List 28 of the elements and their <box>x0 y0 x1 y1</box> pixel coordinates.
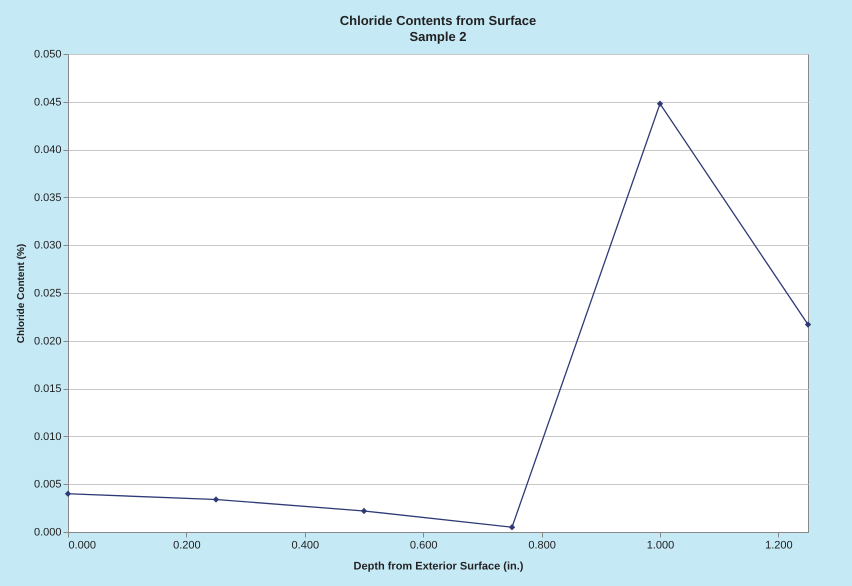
x-axis-title: Depth from Exterior Surface (in.) <box>354 560 524 572</box>
y-tick-label: 0.030 <box>34 240 62 252</box>
point <box>656 100 664 107</box>
y-tick-label: 0.045 <box>34 96 62 108</box>
y-tick-label: 0.035 <box>34 192 62 204</box>
x-tick-label: 0.600 <box>410 540 438 552</box>
x-tick-label: 0.400 <box>292 540 320 552</box>
y-tick-label: 0.015 <box>34 383 62 396</box>
x-tick-label: 0.000 <box>68 540 96 552</box>
y-axis-title: Chloride Content (%) <box>16 244 27 344</box>
y-tick-label: 0.020 <box>34 335 62 348</box>
x-tick-label: 1.000 <box>646 540 674 552</box>
point <box>212 496 220 503</box>
y-tick-label: 0.050 <box>34 48 62 60</box>
x-tick-label: 1.200 <box>765 540 793 552</box>
y-tick-label: 0.040 <box>34 144 62 156</box>
y-tick-label: 0.025 <box>34 288 62 300</box>
point <box>804 321 812 328</box>
x-tick-label: 0.800 <box>528 540 556 552</box>
x-tick-label: 0.200 <box>173 540 201 552</box>
chart-subtitle: Sample 2 <box>409 29 467 44</box>
point <box>64 490 72 497</box>
point <box>508 524 516 530</box>
y-tick-label: 0.000 <box>34 526 62 538</box>
point <box>360 508 368 514</box>
y-tick-label: 0.005 <box>34 478 62 491</box>
chart-title: Chloride Contents from Surface <box>340 13 536 28</box>
y-tick-label: 0.010 <box>34 430 62 443</box>
